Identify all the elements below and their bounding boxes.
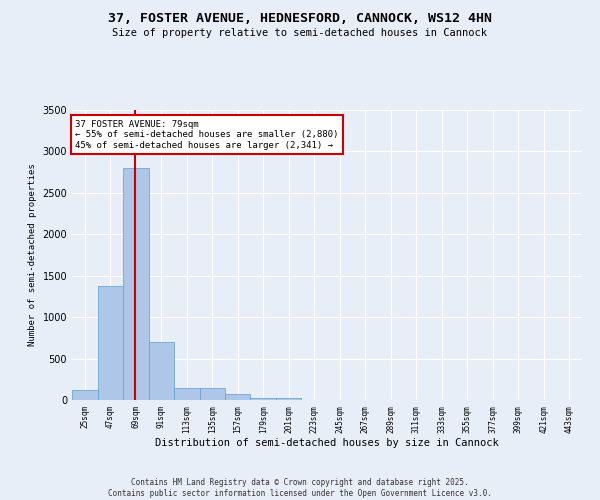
Bar — [225, 394, 251, 400]
Bar — [149, 342, 174, 400]
Bar — [276, 398, 301, 400]
Text: 37 FOSTER AVENUE: 79sqm
← 55% of semi-detached houses are smaller (2,880)
45% of: 37 FOSTER AVENUE: 79sqm ← 55% of semi-de… — [76, 120, 339, 150]
Bar — [97, 286, 123, 400]
Bar — [123, 168, 149, 400]
Text: 37, FOSTER AVENUE, HEDNESFORD, CANNOCK, WS12 4HN: 37, FOSTER AVENUE, HEDNESFORD, CANNOCK, … — [108, 12, 492, 26]
Bar — [174, 388, 199, 400]
Text: Contains HM Land Registry data © Crown copyright and database right 2025.
Contai: Contains HM Land Registry data © Crown c… — [108, 478, 492, 498]
Text: Size of property relative to semi-detached houses in Cannock: Size of property relative to semi-detach… — [113, 28, 487, 38]
Bar — [251, 398, 276, 400]
X-axis label: Distribution of semi-detached houses by size in Cannock: Distribution of semi-detached houses by … — [155, 438, 499, 448]
Y-axis label: Number of semi-detached properties: Number of semi-detached properties — [28, 164, 37, 346]
Bar — [199, 388, 225, 400]
Bar — [72, 390, 97, 400]
